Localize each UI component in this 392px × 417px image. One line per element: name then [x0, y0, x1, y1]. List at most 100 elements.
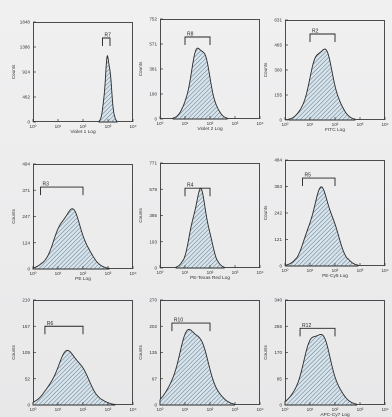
x-tick-label: 10²	[80, 271, 87, 276]
gate-bracket	[184, 36, 211, 45]
y-tick-label: 124	[22, 240, 30, 245]
histogram-area	[159, 329, 235, 406]
y-tick-label: 270	[149, 298, 157, 303]
y-tick-label: 363	[274, 184, 282, 189]
x-tick-label: 10¹	[182, 270, 189, 275]
histogram-area	[175, 187, 225, 269]
y-tick-label: 247	[22, 214, 30, 219]
y-axis-label: Counts	[11, 209, 16, 224]
y-tick-label: 85	[277, 376, 283, 381]
x-tick-label: 10²	[332, 268, 339, 273]
y-tick-label: 385	[149, 213, 157, 218]
y-tick-label: 924	[22, 70, 30, 75]
y-tick-label: 157	[22, 324, 30, 329]
y-tick-label: 752	[149, 17, 157, 22]
y-tick-label: 0	[154, 403, 157, 408]
x-tick-label: 10⁴	[381, 268, 388, 273]
y-axis-label: Counts	[11, 64, 16, 79]
y-tick-label: 193	[149, 239, 157, 244]
x-tick-label: 10³	[105, 407, 112, 412]
y-tick-label: 202	[149, 324, 157, 329]
x-tick-label: 10³	[105, 271, 112, 276]
y-tick-label: 105	[22, 350, 30, 355]
y-tick-label: 381	[149, 67, 157, 72]
x-tick-label: 10¹	[55, 124, 62, 129]
gate-label: R8	[187, 32, 194, 38]
gate-label: R6	[47, 321, 54, 327]
histogram-area	[288, 48, 356, 121]
y-tick-label: 255	[274, 324, 282, 329]
gate-label: R10	[174, 318, 183, 324]
y-tick-label: 0	[154, 266, 157, 271]
y-tick-label: 0	[27, 120, 30, 125]
histogram-area	[32, 208, 110, 270]
y-tick-label: 462	[22, 95, 30, 100]
x-tick-label: 10³	[232, 121, 239, 126]
x-tick-label: 10⁴	[256, 407, 263, 412]
gate-bracket	[102, 37, 111, 46]
y-axis-label: Counts	[138, 61, 143, 76]
x-axis-label: Violet 2 Log	[197, 126, 223, 132]
y-tick-label: 340	[274, 298, 282, 303]
x-tick-label: 10⁰	[282, 268, 289, 273]
x-tick-label: 10¹	[307, 268, 314, 273]
x-tick-label: 10²	[332, 122, 339, 127]
gate-bracket	[40, 186, 84, 196]
x-tick-label: 10⁴	[129, 407, 136, 412]
x-tick-label: 10¹	[307, 407, 314, 412]
y-tick-label: 371	[22, 188, 30, 193]
y-tick-label: 52	[25, 376, 31, 381]
x-tick-label: 10³	[357, 122, 364, 127]
x-axis-label: Violet 1 Log	[70, 129, 96, 135]
y-tick-label: 771	[149, 161, 157, 166]
histogram-area	[285, 186, 359, 267]
x-tick-label: 10²	[207, 121, 214, 126]
histogram-area	[32, 349, 116, 406]
y-tick-label: 300	[274, 68, 282, 73]
y-tick-label: 0	[279, 118, 282, 123]
y-tick-label: 155	[274, 93, 282, 98]
x-tick-label: 10³	[232, 270, 239, 275]
x-tick-label: 10³	[357, 407, 364, 412]
x-axis-label: PE-Texas Red Log	[190, 275, 230, 281]
y-tick-label: 571	[149, 42, 157, 47]
y-tick-label: 0	[27, 267, 30, 272]
x-tick-label: 10²	[332, 407, 339, 412]
x-tick-label: 10¹	[307, 122, 314, 127]
x-tick-label: 10²	[80, 124, 87, 129]
x-tick-label: 10²	[80, 407, 87, 412]
y-tick-label: 631	[274, 18, 282, 23]
gate-label: R5	[304, 173, 311, 179]
y-tick-label: 484	[274, 158, 282, 163]
x-tick-label: 10¹	[55, 407, 62, 412]
y-tick-label: 210	[22, 298, 30, 303]
x-tick-label: 10⁰	[282, 407, 289, 412]
x-tick-label: 10¹	[55, 271, 62, 276]
x-tick-label: 10²	[207, 270, 214, 275]
gate-label: R7	[104, 33, 111, 39]
gate-bracket	[302, 177, 336, 187]
y-tick-label: 67	[152, 376, 158, 381]
y-tick-label: 0	[27, 403, 30, 408]
x-tick-label: 10⁰	[30, 124, 37, 129]
x-axis-label: APC-Cy7 Log	[320, 412, 350, 417]
gate-bracket	[44, 325, 84, 335]
histogram-area	[284, 333, 357, 406]
y-tick-label: 0	[279, 403, 282, 408]
x-tick-label: 10⁰	[157, 270, 164, 275]
y-tick-label: 0	[154, 117, 157, 122]
x-tick-label: 10⁰	[157, 121, 164, 126]
x-axis-label: PE-Cy5 Log	[322, 273, 348, 279]
x-tick-label: 10⁰	[30, 271, 37, 276]
x-tick-label: 10⁰	[30, 407, 37, 412]
x-tick-label: 10²	[207, 407, 214, 412]
y-tick-label: 242	[274, 211, 282, 216]
y-tick-label: 1848	[20, 20, 31, 25]
